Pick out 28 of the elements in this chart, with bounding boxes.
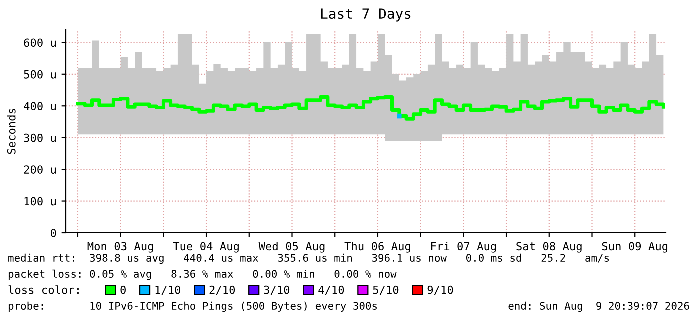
legend-label: 1/10 <box>156 286 181 296</box>
legend-title: loss color: <box>8 286 79 294</box>
text: probe: 10 IPv6-ICMP Echo Pings (500 Bytes) every 300s <box>8 302 377 312</box>
legend-label: 2/10 <box>210 286 236 296</box>
x-tick-label: Sat 08 Aug <box>516 242 582 253</box>
y-tick-label: 300 u <box>24 134 56 142</box>
x-tick-label: Wed 05 Aug <box>258 242 325 253</box>
y-tick-label: 400 u <box>24 102 56 111</box>
text: median rtt: 398.8 us avg 440.4 us max 355.6 us min 396.1 us now 0.0 ms sd 25.2 am/s <box>8 254 610 264</box>
y-tick-label: 500 u <box>24 70 56 79</box>
y-tick-label: 0 <box>51 229 56 238</box>
x-tick-label: Mon 03 Aug <box>88 242 154 253</box>
x-tick-label: Sun 09 Aug <box>602 242 668 253</box>
text: end: Sun Aug 9 20:39:07 2026 <box>508 302 690 312</box>
chart-title: Last 7 Days <box>321 8 411 22</box>
y-axis-title: Seconds <box>7 109 16 154</box>
legend-label: 0 <box>120 286 126 294</box>
y-tick-label: 600 u <box>24 38 56 48</box>
x-tick-label: Thu 06 Aug <box>344 242 410 253</box>
legend-label: 5/10 <box>373 286 399 296</box>
legend-label: 9/10 <box>428 286 454 296</box>
x-tick-label: Tue 04 Aug <box>173 242 239 253</box>
y-tick-label: 100 u <box>24 197 56 206</box>
legend-label: 3/10 <box>264 286 290 296</box>
text: packet loss: 0.05 % avg 8.36 % max 0.00 % min 0.00 % now <box>8 270 397 280</box>
x-tick-label: Fri 07 Aug <box>431 242 496 253</box>
y-tick-label: 200 u <box>24 166 56 174</box>
legend-label: 4/10 <box>318 286 344 296</box>
